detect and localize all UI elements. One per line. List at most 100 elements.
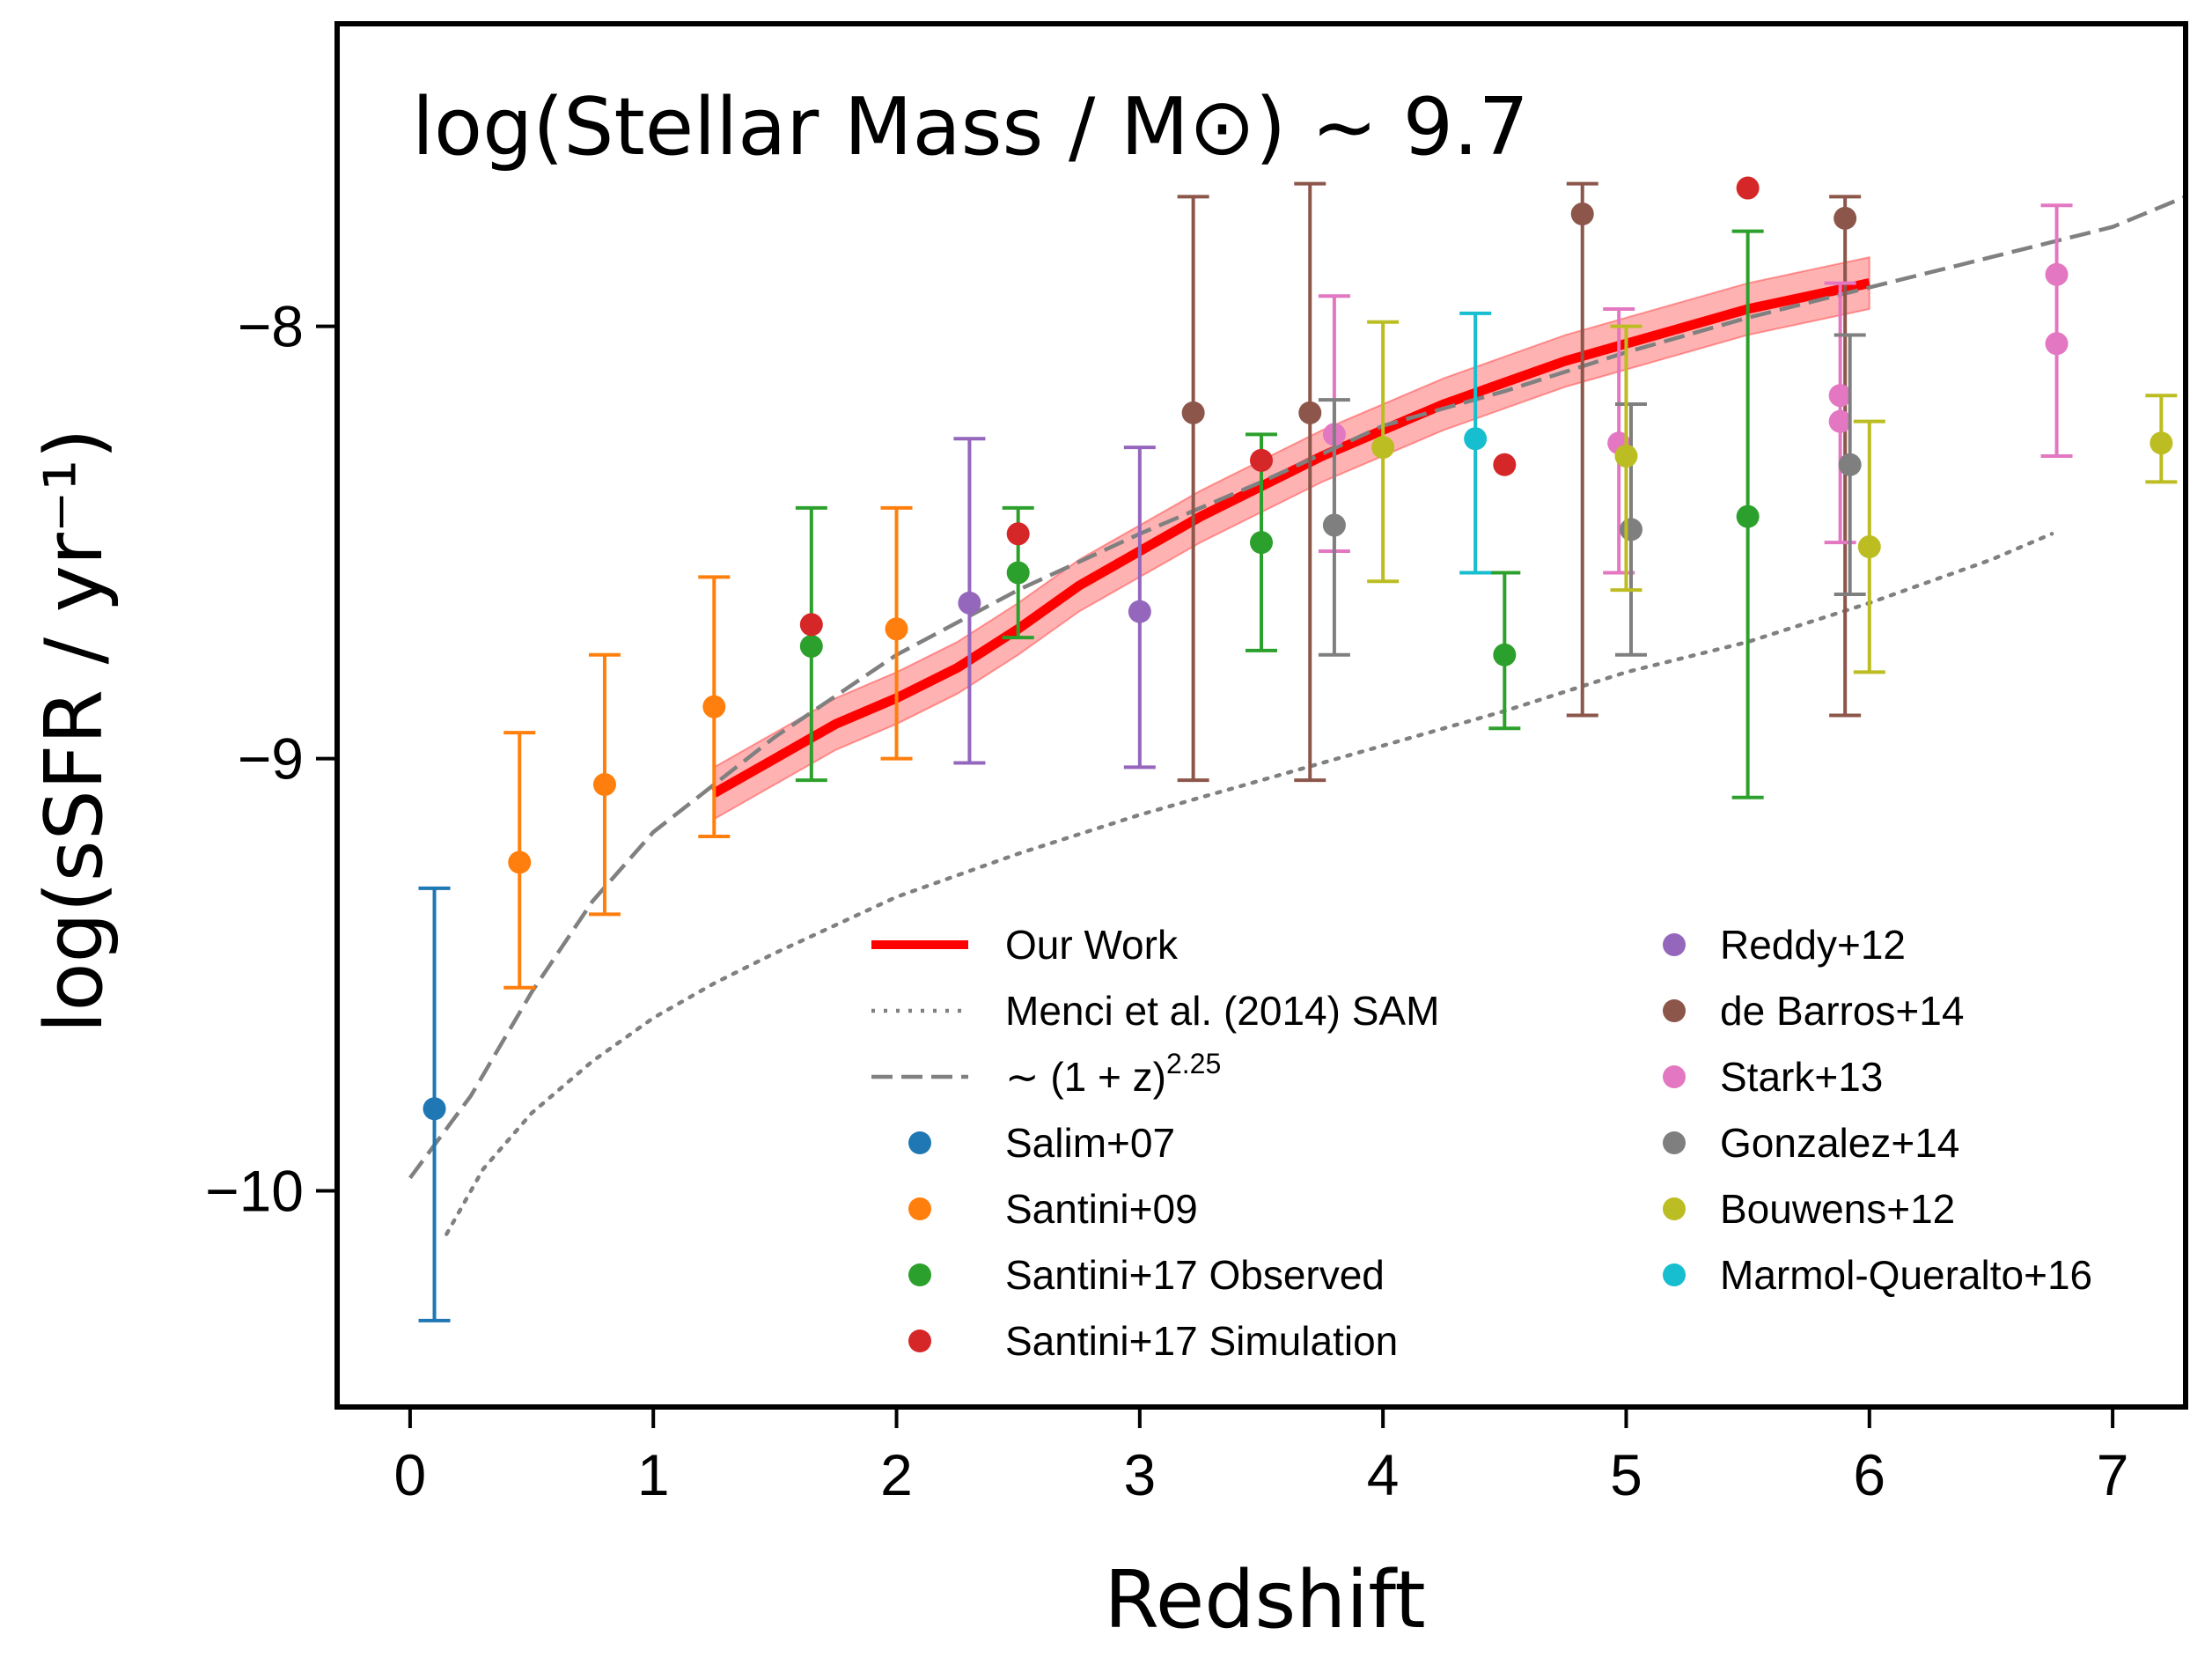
legend-marker [908, 1131, 931, 1154]
point-santini-17-observed [799, 634, 823, 658]
point-bouwens-12 [1371, 436, 1395, 460]
legend-exponent: 2.25 [1166, 1048, 1221, 1079]
point-de-barros-14 [1298, 401, 1322, 424]
legend-item: Our Work [871, 922, 1179, 968]
point-marmol-queralto-16 [1464, 427, 1488, 451]
legend-item: Santini+09 [908, 1186, 1198, 1232]
point-stark-13 [2045, 332, 2069, 356]
point-santini-17-simulation [1006, 522, 1030, 546]
legend-marker [1663, 1065, 1686, 1088]
point-bouwens-12 [1614, 444, 1638, 468]
point-stark-13 [2045, 262, 2069, 286]
point-stark-13 [1828, 409, 1852, 433]
legend-marker [1663, 933, 1686, 956]
x-tick-label: 5 [1610, 1442, 1642, 1507]
point-santini-09 [508, 851, 532, 874]
legend-label: Gonzalez+14 [1720, 1120, 1959, 1166]
y-axis-ticks: −8 −9 −10 [205, 294, 337, 1224]
point-de-barros-14 [1181, 401, 1205, 424]
point-santini-17-simulation [1736, 176, 1760, 200]
point-santini-09 [885, 617, 908, 641]
series-reddy-12 [953, 437, 1156, 770]
data-points [418, 176, 2178, 1322]
legend-item: ∼ (1 + z)2.25 [871, 1048, 1221, 1100]
series-marmol-queralto-16 [1459, 311, 1492, 575]
point-de-barros-14 [1570, 203, 1594, 226]
legend-marker [908, 1263, 931, 1286]
legend-label: Salim+07 [1005, 1120, 1175, 1166]
point-bouwens-12 [2150, 431, 2173, 455]
legend-label: Marmol-Queralto+16 [1720, 1252, 2092, 1298]
legend: Our Work Menci et al. (2014) SAM ∼ (1 + z)… [871, 922, 2092, 1364]
point-bouwens-12 [1857, 535, 1881, 559]
legend-item: Marmol-Queralto+16 [1663, 1252, 2092, 1298]
x-tick-label: 6 [1853, 1442, 1885, 1507]
our-work-uncertainty-band [713, 255, 1870, 821]
legend-marker [1663, 1263, 1686, 1286]
point-santini-17-simulation [799, 613, 823, 637]
x-axis-title: Redshift [1104, 1554, 1425, 1646]
legend-marker [908, 1197, 931, 1220]
legend-item: Salim+07 [908, 1120, 1175, 1166]
x-tick-label: 7 [2097, 1442, 2129, 1507]
our-work-band [713, 255, 1870, 821]
legend-item: Reddy+12 [1663, 922, 1906, 968]
series-salim-07 [418, 886, 451, 1322]
series-santini-09 [503, 505, 913, 990]
line-menci-et-al-2014-sam [445, 532, 2054, 1236]
x-axis-ticks: 0 1 2 3 4 5 6 7 [394, 1407, 2129, 1507]
legend-item: de Barros+14 [1663, 988, 1964, 1034]
legend-label: Santini+09 [1005, 1186, 1198, 1232]
legend-marker [908, 1329, 931, 1352]
legend-item: Bouwens+12 [1663, 1186, 1955, 1232]
series-stark-13 [1318, 203, 2073, 575]
point-santini-17-simulation [1250, 448, 1273, 472]
legend-label: Santini+17 Simulation [1005, 1318, 1398, 1364]
point-santini-17-observed [1250, 531, 1273, 555]
legend-label: Our Work [1005, 922, 1179, 968]
line-our-work [711, 278, 1870, 798]
x-tick-label: 1 [637, 1442, 670, 1507]
legend-label: Menci et al. (2014) SAM [1005, 988, 1439, 1034]
chart-title: log(Stellar Mass / M⊙) ~ 9.7 [412, 81, 1529, 173]
x-tick-label: 3 [1123, 1442, 1156, 1507]
x-tick-label: 4 [1367, 1442, 1400, 1507]
y-tick-label: −8 [238, 294, 304, 359]
model-lines [408, 195, 2186, 1236]
legend-item: Stark+13 [1663, 1054, 1883, 1100]
point-gonzalez-14 [1620, 518, 1642, 541]
legend-item: Santini+17 Simulation [908, 1318, 1398, 1364]
point-santini-17-observed [1006, 561, 1030, 585]
y-tick-label: −10 [205, 1159, 304, 1224]
point-gonzalez-14 [1322, 513, 1346, 537]
y-axis-title: log(sSFR / yr⁻¹) [28, 428, 121, 1033]
legend-item: Menci et al. (2014) SAM [871, 988, 1439, 1034]
series-bouwens-12 [1367, 320, 2178, 674]
legend-marker [1663, 1197, 1686, 1220]
series-santini-17-simulation [799, 176, 1760, 637]
legend-label: de Barros+14 [1720, 988, 1964, 1034]
legend-marker [1663, 999, 1686, 1022]
legend-label: ∼ (1 + z)2.25 [1005, 1048, 1221, 1100]
legend-item: Gonzalez+14 [1663, 1120, 1959, 1166]
series-santini-17-observed [795, 229, 1764, 799]
legend-label: Santini+17 Observed [1005, 1252, 1385, 1298]
series-gonzalez-14 [1318, 333, 1866, 657]
plot-frame [334, 21, 2188, 1410]
point-santini-17-observed [1493, 643, 1517, 667]
point-santini-09 [702, 695, 726, 718]
point-reddy-12 [1128, 600, 1151, 623]
legend-marker [1663, 1131, 1686, 1154]
legend-label: Reddy+12 [1720, 922, 1906, 968]
point-santini-17-observed [1736, 505, 1760, 528]
point-de-barros-14 [1834, 206, 1857, 230]
legend-item: Santini+17 Observed [908, 1252, 1385, 1298]
legend-label: Bouwens+12 [1720, 1186, 1955, 1232]
x-tick-label: 2 [880, 1442, 913, 1507]
point-salim-07 [423, 1097, 446, 1121]
point-reddy-12 [958, 591, 981, 615]
point-stark-13 [1828, 384, 1852, 408]
point-santini-17-simulation [1493, 453, 1517, 476]
point-santini-09 [592, 773, 616, 797]
